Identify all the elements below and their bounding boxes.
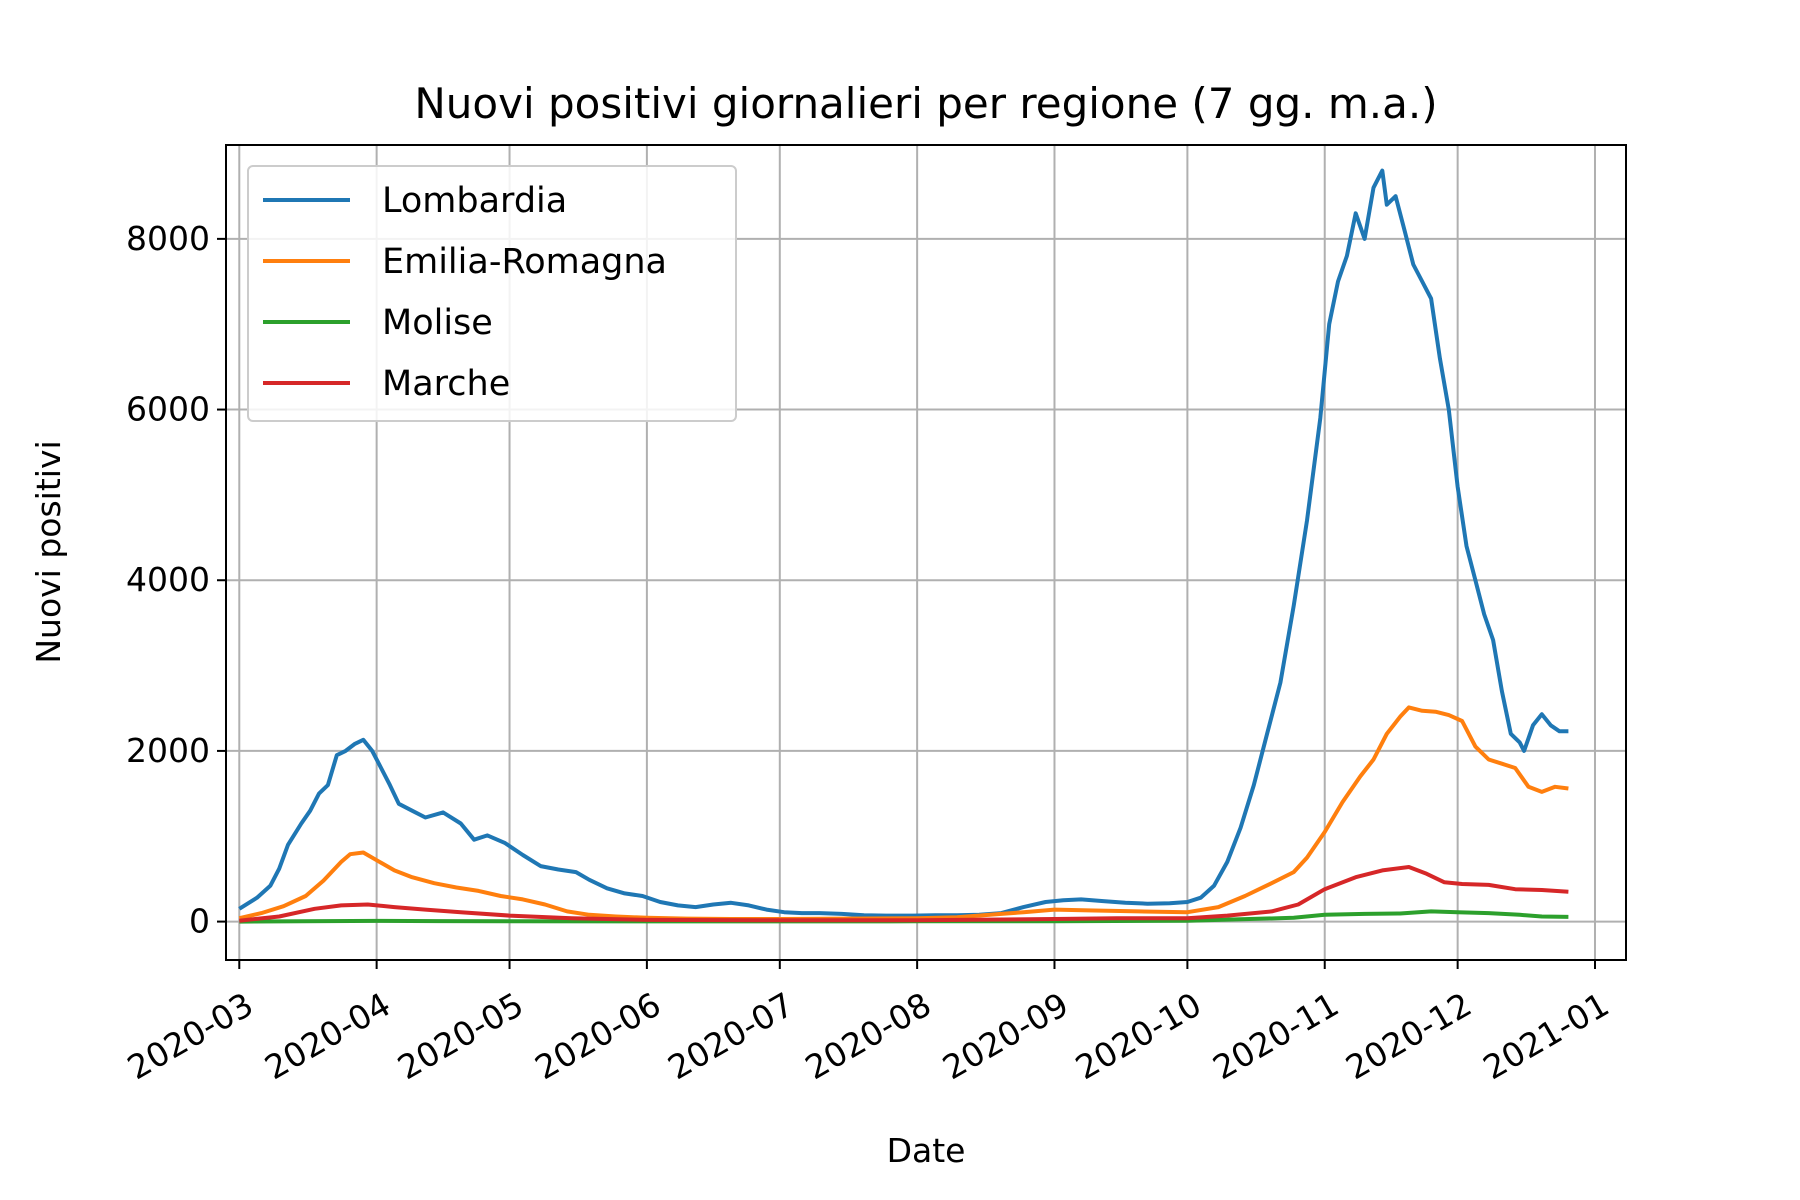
series-lines: [238, 168, 1569, 924]
legend-label: Marche: [382, 364, 510, 404]
y-axis-label: Nuovi positivi: [29, 440, 68, 663]
plot-frame: [225, 144, 1627, 961]
y-tick-label: 6000: [126, 390, 210, 429]
y-tick-label: 8000: [126, 219, 210, 258]
series-line-molise: [239, 909, 1569, 924]
y-tick-label: 0: [189, 902, 210, 941]
series-line-emilia-romagna: [238, 705, 1569, 921]
y-tick-label: 2000: [126, 731, 210, 770]
legend: Lombardia Emilia-Romagna Molise Marche: [247, 165, 737, 422]
y-tick-label: 4000: [126, 560, 210, 599]
chart-title: Nuovi positivi giornalieri per regione (…: [414, 79, 1437, 128]
y-axis-ticks: 0 2000 4000 6000 8000: [126, 219, 226, 941]
legend-label: Lombardia: [382, 181, 567, 221]
x-axis-label: Date: [887, 1131, 966, 1170]
legend-label: Molise: [382, 303, 493, 343]
legend-box: [247, 165, 737, 422]
series-line-marche: [239, 865, 1569, 923]
legend-label: Emilia-Romagna: [382, 242, 667, 282]
